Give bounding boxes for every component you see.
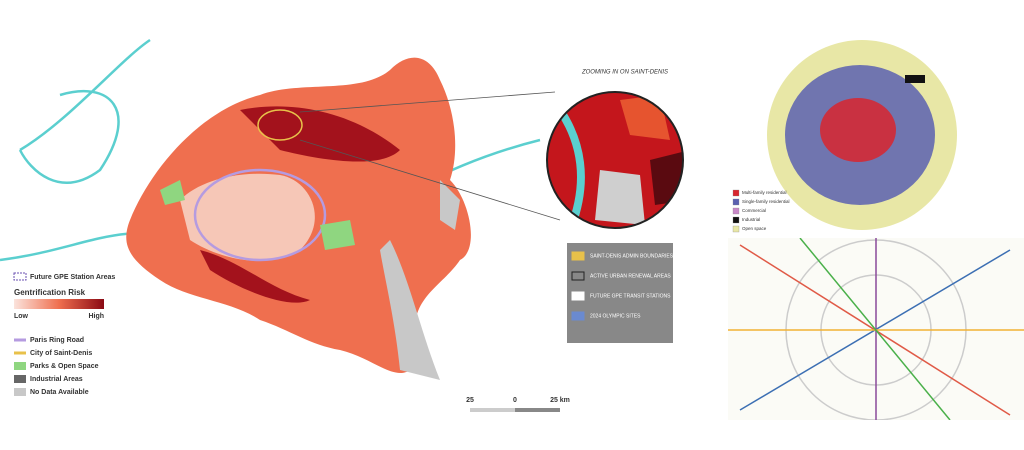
legend-label: Parks & Open Space	[30, 363, 99, 370]
swatch	[14, 388, 26, 396]
legend-title: Gentrification Risk	[14, 288, 86, 297]
legend-label: City of Saint-Denis	[30, 350, 92, 357]
zoom-title: ZOOMING IN ON SAINT-DENIS	[581, 70, 668, 76]
legend-label: 2024 OLYMPIC SITES	[590, 313, 641, 319]
legend-label: No Data Available	[30, 389, 89, 396]
industrial	[905, 75, 925, 83]
scale-label: 25 km	[550, 397, 570, 404]
swatch	[14, 375, 26, 383]
legend-label: Paris Ring Road	[30, 337, 84, 344]
legend-label: Single-family residential	[742, 199, 790, 204]
legend-label: Industrial	[742, 217, 760, 222]
legend-label: Future GPE Station Areas	[30, 274, 115, 281]
swatch	[732, 189, 740, 197]
swatch	[571, 311, 585, 321]
multi-family	[820, 98, 896, 162]
zoom-border	[546, 91, 684, 229]
paris-core	[180, 173, 315, 261]
legend-label: Low	[14, 313, 29, 320]
swatch	[571, 251, 585, 261]
legend-label: Multi-family residential	[742, 190, 787, 195]
gradient	[14, 299, 104, 309]
ring-road	[193, 168, 327, 262]
parks	[160, 180, 355, 250]
swatch	[571, 291, 585, 301]
scale-label: 0	[513, 397, 517, 404]
legend-label: FUTURE GPE TRANSIT STATIONS	[590, 293, 671, 299]
scale-bar	[470, 408, 515, 412]
saint-denis	[257, 109, 303, 141]
river	[0, 38, 541, 262]
line	[799, 238, 951, 420]
legend-label: Open space	[742, 226, 767, 231]
zoom-line	[299, 91, 556, 113]
legend-label: High	[88, 313, 104, 320]
river	[556, 107, 585, 228]
zoom-line	[299, 139, 561, 221]
zoom-legend-box	[567, 243, 673, 343]
main-legend: Future GPE Station Areas Gentrification …	[13, 272, 570, 412]
scale-label: 25	[466, 397, 474, 404]
legend-label: Commercial	[742, 208, 766, 213]
swatch	[14, 362, 26, 370]
swatch	[732, 207, 740, 215]
main-map	[0, 38, 561, 380]
legend-label: Industrial Areas	[30, 376, 83, 383]
no-data	[380, 180, 460, 380]
swatch	[732, 216, 740, 224]
zoom-inset: ZOOMING IN ON SAINT-DENIS SAINT-DENIS AD…	[546, 70, 684, 343]
swatch	[732, 198, 740, 206]
no-data	[595, 170, 645, 225]
swatch	[13, 272, 27, 281]
landuse-map: Multi-family residential Single-family re…	[732, 40, 957, 233]
metro-map	[728, 238, 1024, 420]
swatch	[571, 271, 585, 281]
legend-label: ACTIVE URBAN RENEWAL AREAS	[590, 273, 671, 279]
legend-label: SAINT-DENIS ADMIN BOUNDARIES	[590, 253, 674, 259]
swatch	[732, 225, 740, 233]
